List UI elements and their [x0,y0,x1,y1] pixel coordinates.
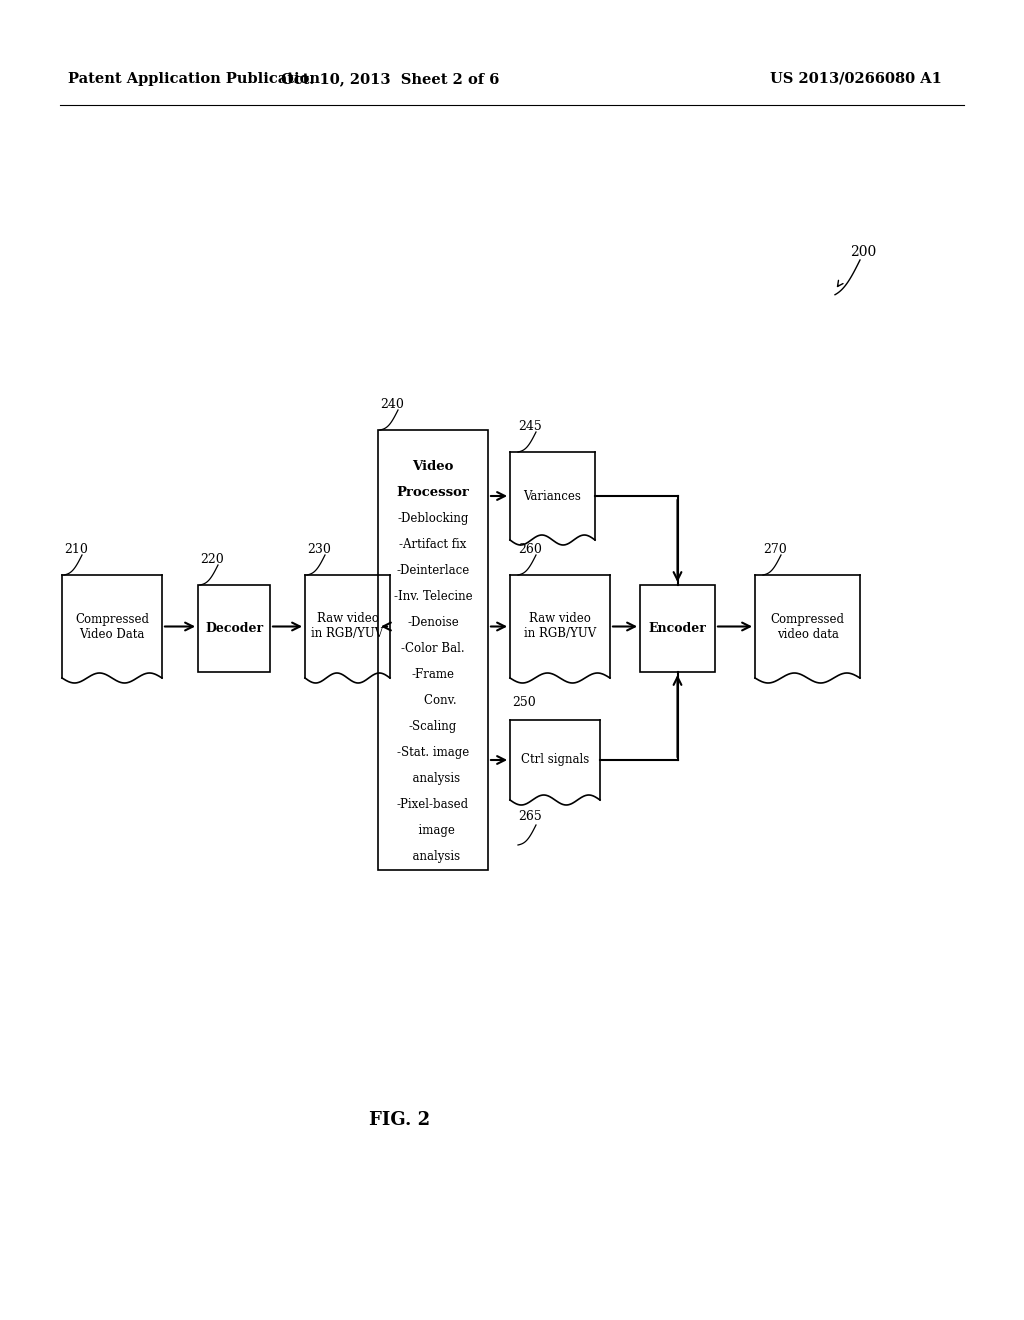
Text: analysis: analysis [406,850,461,863]
Text: -Deinterlace: -Deinterlace [396,564,470,577]
Bar [378,430,488,870]
Text: FIG. 2: FIG. 2 [370,1111,430,1129]
Text: Encoder: Encoder [648,622,707,635]
Text: Processor: Processor [396,486,469,499]
Text: -Stat. image: -Stat. image [397,746,469,759]
Text: 245: 245 [518,420,542,433]
Text: Conv.: Conv. [410,694,457,708]
Text: Raw video
in RGB/YUV: Raw video in RGB/YUV [311,612,384,640]
Text: Compressed
video data: Compressed video data [770,612,845,640]
Text: 200: 200 [850,246,877,259]
Text: Raw video
in RGB/YUV: Raw video in RGB/YUV [524,612,596,640]
Text: Compressed
Video Data: Compressed Video Data [75,612,150,640]
Text: -Inv. Telecine: -Inv. Telecine [393,590,472,603]
Text: -Denoise: -Denoise [408,616,459,630]
Text: -Frame: -Frame [412,668,455,681]
Text: Oct. 10, 2013  Sheet 2 of 6: Oct. 10, 2013 Sheet 2 of 6 [281,73,499,86]
Text: -Deblocking: -Deblocking [397,512,469,525]
Text: 250: 250 [512,696,536,709]
Text: Variances: Variances [523,490,582,503]
Text: 230: 230 [307,543,331,556]
Text: Decoder: Decoder [205,622,263,635]
Bar [198,585,270,672]
Bar [640,585,715,672]
Text: -Pixel-based: -Pixel-based [397,799,469,810]
Text: analysis: analysis [406,772,461,785]
Text: US 2013/0266080 A1: US 2013/0266080 A1 [770,73,942,86]
Text: 265: 265 [518,810,542,822]
Text: Video: Video [413,459,454,473]
Text: -Scaling: -Scaling [409,719,457,733]
Text: 210: 210 [63,543,88,556]
Text: 240: 240 [380,399,403,411]
Text: -Color Bal.: -Color Bal. [401,642,465,655]
Text: 270: 270 [763,543,786,556]
Text: Patent Application Publication: Patent Application Publication [68,73,319,86]
Text: 260: 260 [518,543,542,556]
Text: image: image [411,824,455,837]
Text: Ctrl signals: Ctrl signals [521,754,589,767]
Text: 220: 220 [200,553,224,566]
Text: -Artifact fix: -Artifact fix [399,539,467,550]
